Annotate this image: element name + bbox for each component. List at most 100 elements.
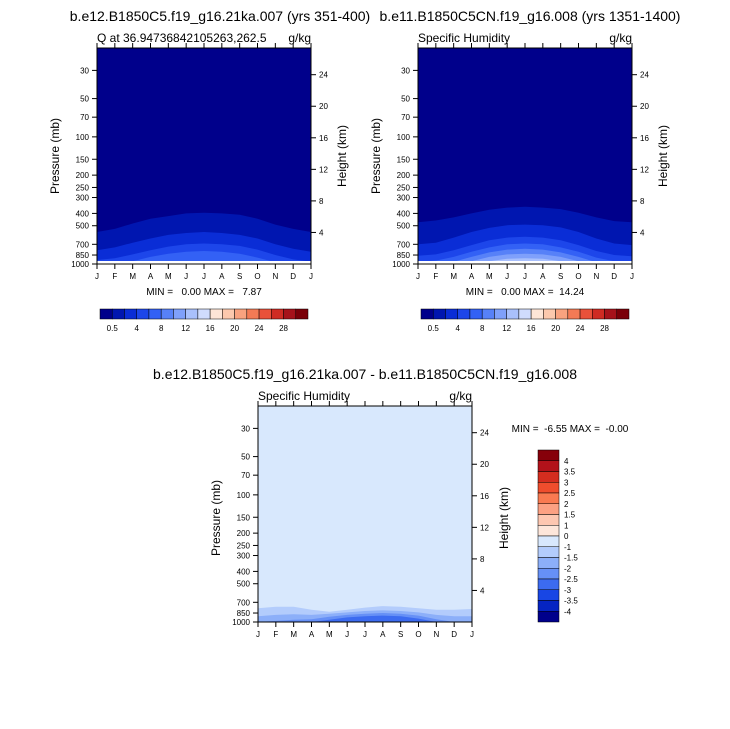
x-tick-label: S bbox=[398, 630, 403, 639]
panel-units-label: g/kg bbox=[288, 31, 311, 45]
colorbar-box bbox=[537, 449, 560, 461]
y-tick-label: 1000 bbox=[232, 618, 250, 627]
colorbar-box bbox=[567, 308, 581, 320]
colorbar-box bbox=[518, 308, 532, 320]
colorbar-label: 8 bbox=[159, 324, 164, 333]
minmax-label: MIN = -6.55 MAX = -0.00 bbox=[512, 424, 629, 435]
x-tick-label: J bbox=[256, 630, 260, 639]
x-tick-label: J bbox=[345, 630, 349, 639]
x-tick-label: J bbox=[309, 272, 313, 281]
y-tick-label: 70 bbox=[401, 113, 410, 122]
y-tick-label: 700 bbox=[76, 240, 90, 249]
y-tick-label: 100 bbox=[397, 133, 411, 142]
colorbar-box bbox=[579, 308, 593, 320]
y-tick-label: 100 bbox=[237, 491, 251, 500]
colorbar-box bbox=[537, 568, 560, 580]
colorbar-label: 12 bbox=[502, 324, 511, 333]
colorbar-label: 2.5 bbox=[564, 489, 576, 498]
colorbar-box bbox=[555, 308, 569, 320]
x-tick-label: A bbox=[148, 272, 154, 281]
x-tick-label: O bbox=[254, 272, 260, 281]
colorbar-box bbox=[537, 578, 560, 590]
x-tick-label: J bbox=[630, 272, 634, 281]
colorbar-box bbox=[537, 535, 560, 547]
y2-tick-label: 8 bbox=[319, 197, 324, 206]
colorbar: 0.5 4 8 12 16 20 24 28 bbox=[420, 308, 630, 333]
panel-units-label: g/kg bbox=[449, 389, 472, 403]
x-tick-label: J bbox=[505, 272, 509, 281]
contour-background bbox=[258, 406, 472, 622]
colorbar-label: 3 bbox=[564, 478, 569, 487]
colorbar-box bbox=[494, 308, 507, 320]
y2-tick-label: 16 bbox=[319, 134, 328, 143]
colorbar-box bbox=[469, 308, 483, 320]
plot-area: J F M A M J J A S O N D J 30 50 70 100 150 200 250 300 400 500… bbox=[232, 401, 489, 639]
colorbar-label: -2 bbox=[564, 564, 572, 573]
colorbar-label: -1.5 bbox=[564, 554, 578, 563]
y-tick-label: 30 bbox=[80, 66, 89, 75]
colorbar-box bbox=[136, 308, 150, 320]
colorbar-label: -3.5 bbox=[564, 597, 578, 606]
y-tick-label: 200 bbox=[237, 529, 251, 538]
y2-tick-label: 8 bbox=[480, 555, 485, 564]
x-tick-label: N bbox=[593, 272, 599, 281]
y-tick-label: 850 bbox=[76, 251, 90, 260]
colorbar-label: -3 bbox=[564, 586, 572, 595]
y2-tick-label: 24 bbox=[480, 429, 489, 438]
panel-title: b.e12.B1850C5.f19_g16.21ka.007 (yrs 351-… bbox=[70, 8, 370, 24]
colorbar-box bbox=[592, 308, 605, 320]
y-tick-label: 250 bbox=[397, 183, 411, 192]
x-tick-label: J bbox=[416, 272, 420, 281]
colorbar-label: 16 bbox=[206, 324, 215, 333]
panel-difference: b.e12.B1850C5.f19_g16.21ka.007 - b.e11.B… bbox=[153, 366, 629, 639]
x-tick-label: J bbox=[523, 272, 527, 281]
colorbar-label: 4 bbox=[455, 324, 460, 333]
panel-title: b.e11.B1850C5CN.f19_g16.008 (yrs 1351-14… bbox=[380, 8, 681, 24]
y-tick-label: 70 bbox=[80, 113, 89, 122]
x-tick-label: J bbox=[95, 272, 99, 281]
y-tick-label: 1000 bbox=[392, 260, 410, 269]
y-tick-label: 500 bbox=[397, 222, 411, 231]
colorbar-box bbox=[124, 308, 137, 320]
x-tick-label: M bbox=[486, 272, 493, 281]
y-axis-label: Pressure (mb) bbox=[209, 480, 223, 556]
colorbar-box bbox=[258, 308, 272, 320]
colorbar-label: 4 bbox=[564, 457, 569, 466]
colorbar-label: 0.5 bbox=[428, 324, 440, 333]
x-tick-label: F bbox=[112, 272, 117, 281]
x-tick-label: A bbox=[469, 272, 475, 281]
x-tick-label: D bbox=[290, 272, 296, 281]
colorbar-box bbox=[457, 308, 471, 320]
y2-tick-label: 4 bbox=[480, 586, 485, 595]
contour-band bbox=[258, 615, 472, 622]
y-tick-label: 100 bbox=[76, 133, 90, 142]
x-tick-label: J bbox=[363, 630, 367, 639]
x-tick-label: M bbox=[326, 630, 333, 639]
colorbar-label: -2.5 bbox=[564, 575, 578, 584]
colorbar-box bbox=[173, 308, 186, 320]
x-tick-label: S bbox=[558, 272, 563, 281]
colorbar-box bbox=[99, 308, 113, 320]
y-tick-label: 700 bbox=[237, 598, 251, 607]
colorbar-box bbox=[283, 308, 297, 320]
colorbar-label: 1 bbox=[564, 521, 569, 530]
colorbar-label: 24 bbox=[255, 324, 264, 333]
y2-tick-label: 16 bbox=[480, 492, 489, 501]
colorbar-label: 0.5 bbox=[107, 324, 119, 333]
y-tick-label: 30 bbox=[401, 66, 410, 75]
y-tick-label: 50 bbox=[241, 453, 250, 462]
y2-axis-label: Height (km) bbox=[497, 487, 511, 549]
minmax-label: MIN = 0.00 MAX = 14.24 bbox=[466, 287, 585, 298]
y-tick-label: 1000 bbox=[71, 260, 89, 269]
contour-band bbox=[97, 251, 311, 264]
colorbar-label: 12 bbox=[181, 324, 190, 333]
y-axis-label: Pressure (mb) bbox=[369, 118, 383, 194]
y-tick-label: 400 bbox=[397, 209, 411, 218]
colorbar-box bbox=[537, 600, 560, 612]
colorbar-box bbox=[537, 503, 560, 515]
colorbar-box bbox=[537, 557, 560, 569]
panel-absolute-control: b.e11.B1850C5CN.f19_g16.008 (yrs 1351-14… bbox=[369, 8, 680, 333]
colorbar-box bbox=[537, 460, 560, 472]
y-tick-label: 200 bbox=[397, 171, 411, 180]
